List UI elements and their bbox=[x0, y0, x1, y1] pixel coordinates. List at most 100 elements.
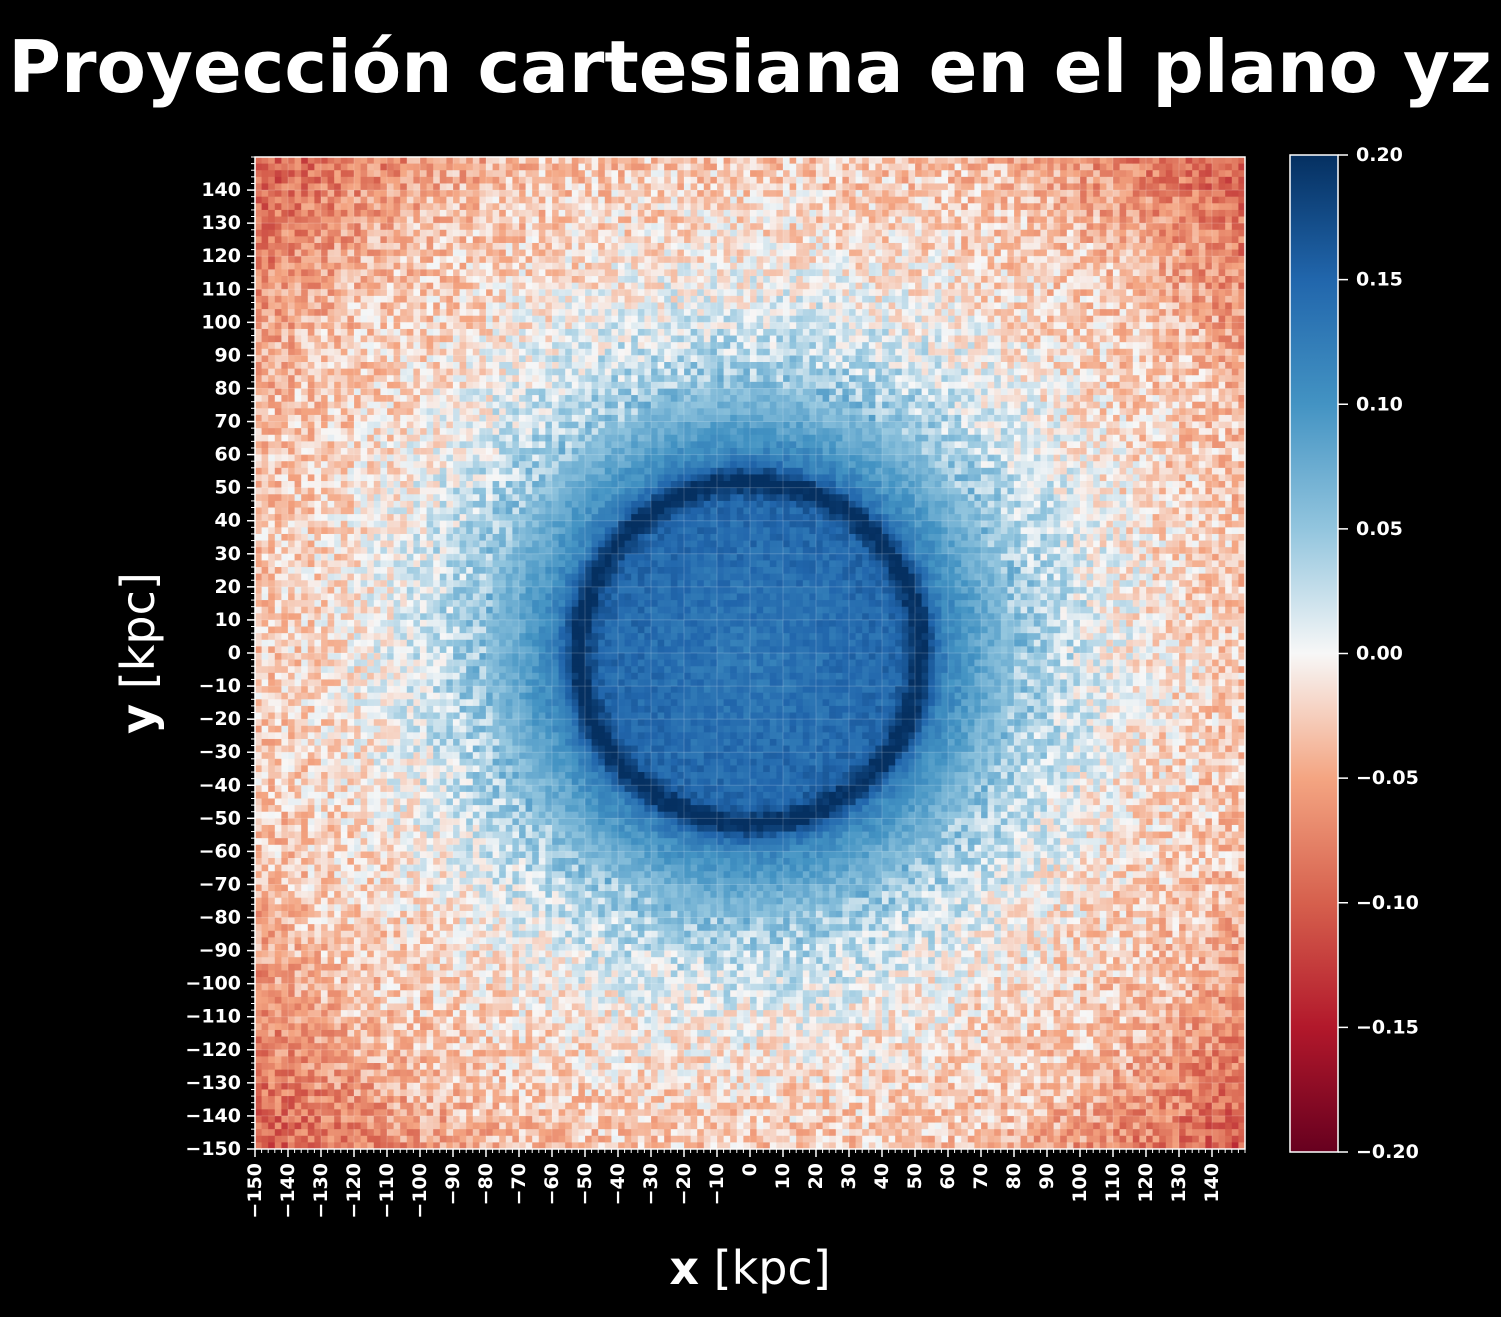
heatmap-cell bbox=[327, 1115, 335, 1123]
heatmap-cell bbox=[387, 593, 394, 601]
heatmap-cell bbox=[433, 514, 441, 522]
heatmap-cell bbox=[314, 1023, 322, 1031]
heatmap-cell bbox=[321, 785, 328, 793]
heatmap-cell bbox=[255, 699, 262, 707]
heatmap-cell bbox=[373, 633, 381, 641]
heatmap-cell bbox=[274, 1069, 282, 1077]
heatmap-cell bbox=[453, 686, 460, 694]
heatmap-cell bbox=[281, 209, 289, 217]
heatmap-cell bbox=[347, 646, 355, 654]
heatmap-cell bbox=[420, 421, 427, 429]
heatmap-cell bbox=[307, 428, 315, 436]
heatmap-cell bbox=[413, 1109, 421, 1117]
heatmap-cell bbox=[327, 811, 335, 819]
heatmap-cell bbox=[472, 355, 480, 363]
heatmap-cell bbox=[261, 547, 269, 555]
heatmap-cell bbox=[268, 1102, 276, 1110]
heatmap-cell bbox=[354, 520, 361, 528]
heatmap-cell bbox=[268, 785, 276, 793]
heatmap-cell bbox=[294, 467, 302, 475]
heatmap-cell bbox=[354, 434, 361, 442]
heatmap-cell bbox=[393, 851, 401, 859]
heatmap-cell bbox=[261, 269, 269, 277]
heatmap-cell bbox=[472, 183, 480, 191]
heatmap-cell bbox=[453, 824, 460, 832]
heatmap-cell bbox=[321, 434, 328, 442]
heatmap-cell bbox=[433, 401, 441, 409]
heatmap-cell bbox=[426, 428, 434, 436]
heatmap-cell bbox=[367, 190, 375, 198]
heatmap-cell bbox=[274, 586, 282, 594]
heatmap-cell bbox=[321, 738, 328, 746]
heatmap-cell bbox=[453, 276, 460, 284]
heatmap-cell bbox=[268, 983, 276, 991]
heatmap-cell bbox=[393, 1029, 401, 1037]
heatmap-cell bbox=[453, 256, 460, 264]
heatmap-cell bbox=[387, 970, 394, 978]
heatmap-cell bbox=[406, 983, 414, 991]
heatmap-cell bbox=[301, 613, 309, 621]
heatmap-cell bbox=[373, 818, 381, 826]
heatmap-cell bbox=[321, 249, 328, 257]
heatmap-cell bbox=[413, 785, 421, 793]
heatmap-cell bbox=[393, 447, 401, 455]
heatmap-cell bbox=[420, 1010, 427, 1018]
heatmap-cell bbox=[321, 447, 328, 455]
heatmap-cell bbox=[307, 190, 315, 198]
heatmap-cell bbox=[453, 884, 460, 892]
heatmap-cell bbox=[261, 672, 269, 680]
heatmap-cell bbox=[459, 262, 467, 270]
heatmap-cell bbox=[340, 434, 348, 442]
heatmap-cell bbox=[354, 1049, 361, 1057]
heatmap-cell bbox=[334, 917, 342, 925]
heatmap-cell bbox=[274, 957, 282, 965]
heatmap-cell bbox=[360, 209, 368, 217]
heatmap-cell bbox=[321, 659, 328, 667]
heatmap-cell bbox=[288, 1089, 295, 1097]
heatmap-cell bbox=[261, 619, 269, 627]
heatmap-cell bbox=[347, 891, 355, 899]
heatmap-cell bbox=[288, 1102, 295, 1110]
heatmap-cell bbox=[446, 1109, 454, 1117]
heatmap-cell bbox=[255, 712, 262, 720]
heatmap-cell bbox=[307, 1142, 315, 1150]
heatmap-cell bbox=[387, 1109, 394, 1117]
heatmap-cell bbox=[281, 170, 289, 178]
heatmap-cell bbox=[347, 765, 355, 773]
heatmap-cell bbox=[261, 838, 269, 846]
heatmap-cell bbox=[393, 897, 401, 905]
heatmap-cell bbox=[354, 236, 361, 244]
heatmap-cell bbox=[268, 481, 276, 489]
heatmap-cell bbox=[340, 209, 348, 217]
heatmap-cell bbox=[459, 586, 467, 594]
heatmap-cell bbox=[354, 256, 361, 264]
heatmap-cell bbox=[347, 242, 355, 250]
heatmap-cell bbox=[281, 388, 289, 396]
heatmap-cell bbox=[274, 209, 282, 217]
heatmap-cell bbox=[354, 699, 361, 707]
heatmap-cell bbox=[420, 547, 427, 555]
heatmap-cell bbox=[301, 785, 309, 793]
heatmap-cell bbox=[274, 937, 282, 945]
heatmap-cell bbox=[387, 745, 394, 753]
heatmap-cell bbox=[459, 805, 467, 813]
heatmap-cell bbox=[446, 395, 454, 403]
heatmap-cell bbox=[354, 619, 361, 627]
heatmap-cell bbox=[426, 580, 434, 588]
heatmap-cell bbox=[380, 441, 388, 449]
heatmap-cell bbox=[294, 858, 302, 866]
heatmap-cell bbox=[268, 963, 276, 971]
heatmap-cell bbox=[314, 593, 322, 601]
heatmap-cell bbox=[274, 176, 282, 184]
heatmap-cell bbox=[439, 600, 447, 608]
heatmap-cell bbox=[274, 653, 282, 661]
heatmap-cell bbox=[301, 567, 309, 575]
heatmap-cell bbox=[261, 461, 269, 469]
heatmap-cell bbox=[301, 943, 309, 951]
heatmap-cell bbox=[426, 414, 434, 422]
heatmap-cell bbox=[387, 302, 394, 310]
heatmap-cell bbox=[466, 573, 474, 581]
heatmap-cell bbox=[281, 414, 289, 422]
heatmap-cell bbox=[321, 639, 328, 647]
